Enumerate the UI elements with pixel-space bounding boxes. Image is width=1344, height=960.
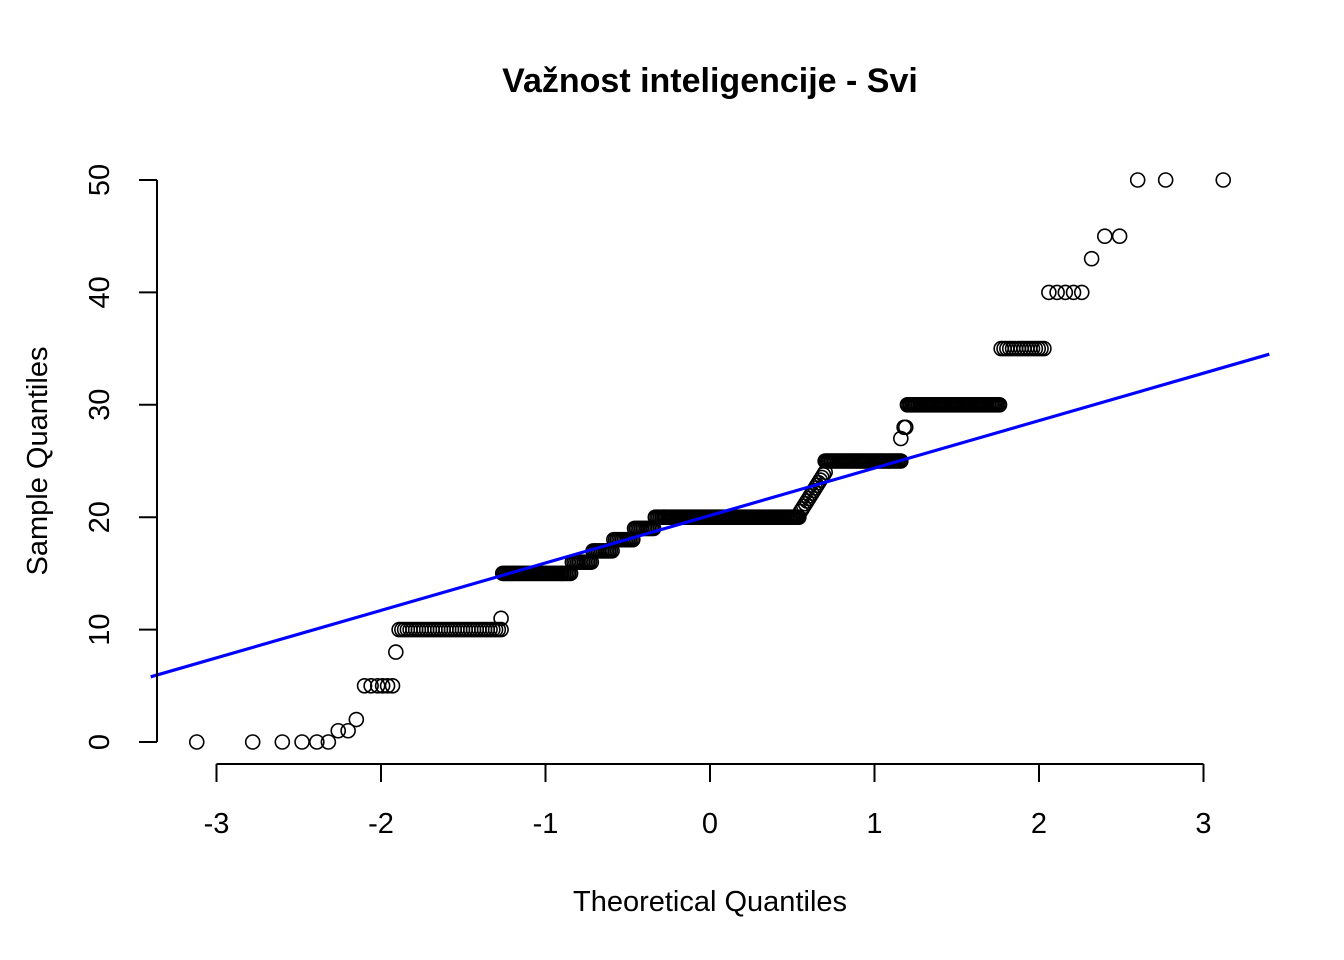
x-tick-label: -3 <box>204 808 230 840</box>
x-tick-label: 2 <box>1031 808 1047 840</box>
qq-reference-line <box>150 352 1270 679</box>
chart-title: Važnost inteligencije - Svi <box>502 62 918 100</box>
data-point <box>1036 340 1052 357</box>
y-axis-label: Sample Quantiles <box>22 347 54 576</box>
x-tick-label: 1 <box>866 808 882 840</box>
x-tick-label: -2 <box>368 808 394 840</box>
data-point <box>1049 284 1065 301</box>
y-tick-label: 40 <box>84 276 116 308</box>
data-point <box>1073 284 1090 301</box>
y-tick-label: 50 <box>84 164 116 196</box>
data-point <box>244 734 261 750</box>
data-point <box>384 677 401 694</box>
data-point <box>294 734 310 750</box>
data-point <box>388 644 404 660</box>
data-point <box>1111 228 1128 244</box>
data-point <box>493 610 509 627</box>
data-point <box>379 677 396 694</box>
reference-line-layer <box>150 352 1270 679</box>
data-point <box>1065 284 1082 301</box>
data-point <box>320 734 337 750</box>
x-tick-label: -1 <box>533 808 559 840</box>
data-point <box>188 734 205 750</box>
x-tick-label: 0 <box>702 808 718 840</box>
data-point <box>1157 172 1174 188</box>
data-point <box>1057 284 1074 301</box>
data-point <box>991 396 1008 413</box>
data-point <box>1041 284 1057 301</box>
y-tick-label: 10 <box>84 613 116 645</box>
data-point <box>340 722 356 739</box>
data-point <box>1097 228 1113 244</box>
data-point <box>369 677 386 694</box>
x-axis-label: Theoretical Quantiles <box>573 886 847 918</box>
y-axis: 0 10 20 30 40 50 <box>84 164 158 750</box>
data-point <box>1129 172 1146 188</box>
data-point <box>330 722 347 739</box>
data-point <box>374 677 391 694</box>
x-tick-label: 3 <box>1195 808 1211 840</box>
data-point <box>493 621 509 638</box>
points-layer <box>188 172 1232 750</box>
x-axis: -3 -2 -1 0 1 2 3 <box>204 763 1212 840</box>
data-point <box>274 734 291 750</box>
data-point <box>897 419 914 436</box>
y-tick-label: 30 <box>84 389 116 421</box>
data-point <box>356 677 373 694</box>
data-point <box>348 711 365 728</box>
y-tick-label: 20 <box>84 501 116 533</box>
data-point <box>1083 250 1100 267</box>
y-tick-label: 0 <box>84 734 116 750</box>
data-point <box>309 734 325 750</box>
data-point <box>1215 172 1232 188</box>
data-point <box>363 677 379 694</box>
